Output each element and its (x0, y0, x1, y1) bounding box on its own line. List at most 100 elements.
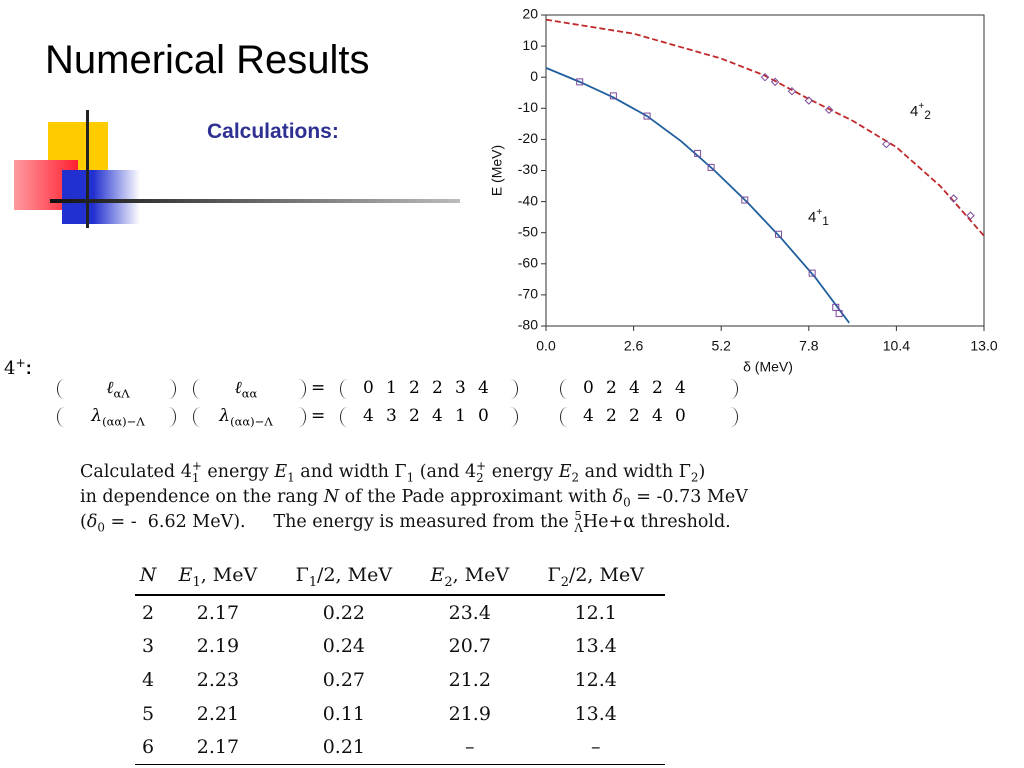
cell: 2.19 (196, 635, 240, 658)
marker (824, 105, 834, 115)
column-header: E1, MeV (161, 556, 275, 596)
table-row: 2 2.17 0.22 23.4 12.1 (135, 595, 665, 630)
parenthesis (57, 379, 176, 399)
y-tick-label: -40 (518, 192, 538, 208)
cell: 2.21 (196, 702, 240, 725)
state-label: 4+: (4, 356, 32, 379)
text: and width (294, 462, 395, 482)
matrix-symbol: λ(αα)−Λ (78, 406, 158, 429)
base: ℓ (106, 378, 114, 398)
math: E2 (559, 462, 579, 483)
text: (and (414, 462, 466, 482)
sub: (αα)−Λ (102, 414, 145, 429)
math: 4 +2 (465, 460, 486, 485)
matrix-value: 4 (583, 406, 594, 426)
text: /2, MeV (317, 564, 393, 586)
matrix-value: 2 (606, 406, 617, 426)
marker (774, 230, 782, 238)
x-axis-label: δ (MeV) (743, 359, 793, 375)
y-tick-label: -10 (518, 99, 538, 115)
table-row: 6 2.17 0.21– – (135, 730, 665, 765)
text: of the Pade approximant with (339, 487, 613, 507)
column-header: Γ2/2, MeV (526, 556, 665, 596)
matrix-value: 2 (409, 406, 420, 426)
x-tick-label: 10.4 (883, 338, 910, 354)
base: He (582, 512, 609, 532)
math: E1 (179, 564, 201, 589)
column-header: E2, MeV (413, 556, 527, 596)
series-label: 4+2 (910, 101, 931, 123)
math: Γ1 (394, 462, 415, 485)
caption-line: in dependence on the rang N of the Pade … (80, 485, 748, 510)
cell: 4 (142, 668, 155, 691)
sup: + (15, 356, 26, 370)
script: +1 (191, 460, 202, 485)
matrix-value: 3 (386, 406, 397, 426)
marker (741, 196, 749, 204)
deco-hline (50, 199, 460, 203)
base: 4 (465, 462, 477, 482)
column-header: Γ1/2, MeV (274, 556, 414, 596)
cell: 21.2 (448, 668, 491, 691)
base: E (430, 564, 445, 586)
cell: 0.22 (322, 601, 365, 624)
text: ( (80, 512, 87, 532)
sub: (αα)−Λ (230, 414, 273, 429)
matrix-value: 0 (675, 406, 686, 426)
title: Numerical Results (45, 38, 370, 82)
math: E1 (274, 462, 295, 485)
marker (804, 96, 814, 105)
marker (770, 77, 780, 87)
matrix-value: 2 (652, 378, 663, 398)
math: δ0 (613, 487, 631, 510)
base: λ (219, 406, 231, 426)
parenthesis (193, 379, 306, 399)
matrix-value: 2 (606, 378, 617, 398)
text: , MeV (452, 564, 510, 586)
matrix-value: 0 (363, 378, 374, 398)
cell: 0.11 (322, 702, 365, 725)
base: 4 (910, 103, 918, 120)
matrix-symbol: λ(αα)−Λ (206, 406, 286, 429)
matrix-value: 4 (629, 378, 640, 398)
text: and width (579, 462, 679, 482)
math: λ(αα)−Λ (219, 406, 273, 429)
math: N (324, 487, 339, 507)
cell: 13.4 (574, 635, 617, 658)
marker (576, 78, 584, 86)
math: N (140, 564, 157, 586)
sub: 0 (623, 495, 631, 510)
cell: – (526, 730, 665, 765)
matrix-value: 2 (629, 406, 640, 426)
text: energy (486, 462, 559, 482)
math: λ(αα)−Λ (91, 406, 145, 429)
marker (808, 269, 816, 277)
equals: = (311, 406, 326, 426)
cell: 3 (142, 635, 155, 658)
math: E2 (430, 564, 452, 589)
math: δ0 (87, 512, 105, 533)
cell: 2.23 (196, 668, 240, 691)
marker (949, 194, 958, 203)
sub: 2 (476, 470, 484, 485)
series-label: 4+1 (808, 207, 829, 229)
math: Γ2 (678, 462, 699, 483)
y-axis-label: E (MeV) (489, 145, 505, 196)
matrix-symbol: ℓαα (206, 378, 286, 399)
math: ℓαΛ (106, 378, 129, 399)
cell: 0.21 (274, 730, 414, 765)
marker (643, 112, 651, 120)
cell: 12.4 (574, 668, 617, 691)
sub: 1 (287, 470, 295, 485)
sub: 1 (191, 470, 200, 485)
y-tick-label: -70 (518, 286, 538, 302)
matrix-value: 4 (652, 406, 663, 426)
matrix-value: 3 (455, 378, 466, 398)
sub: 1 (406, 470, 415, 485)
x-tick-label: 13.0 (970, 338, 997, 354)
base: E (274, 462, 288, 482)
sub: 2 (444, 574, 453, 590)
base: Γ (678, 462, 691, 482)
x-tick-label: 7.8 (799, 338, 819, 354)
